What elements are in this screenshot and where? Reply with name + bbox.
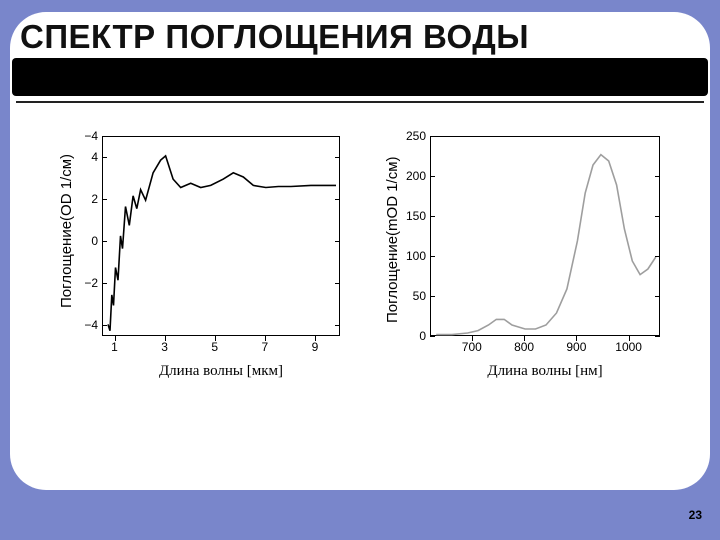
ytick-mark-right	[335, 325, 340, 326]
xtick-label: 5	[201, 340, 229, 354]
ytick-top-odd-label: −4	[70, 129, 98, 143]
xtick-label: 7	[251, 340, 279, 354]
xtick-label: 3	[151, 340, 179, 354]
ytick-mark	[430, 216, 435, 217]
left-chart-curve	[103, 137, 341, 337]
ytick-mark-right	[655, 296, 660, 297]
ytick-label: 0	[398, 329, 426, 343]
xtick-label: 1000	[615, 340, 643, 354]
ytick-mark	[102, 283, 107, 284]
ytick-mark	[102, 241, 107, 242]
ytick-mark-right	[655, 176, 660, 177]
xtick-label: 800	[510, 340, 538, 354]
ytick-mark	[430, 136, 435, 137]
ytick-mark-right	[335, 157, 340, 158]
ytick-mark-right	[655, 216, 660, 217]
xtick-mark	[315, 336, 316, 341]
right-chart: Поглощение(mOD 1/см) Длина волны [нм] 05…	[370, 128, 680, 388]
xtick-label: 1	[101, 340, 129, 354]
ytick-mark	[430, 296, 435, 297]
xtick-label: 9	[301, 340, 329, 354]
ytick-mark-right	[655, 136, 660, 137]
horizontal-rule	[16, 101, 704, 103]
charts-row: Поглощение(OD 1/см) Длина волны [мкм] −4…	[40, 128, 680, 398]
xtick-label: 900	[562, 340, 590, 354]
ytick-label: 0	[70, 234, 98, 248]
right-chart-curve	[431, 137, 661, 337]
left-chart-xlabel: Длина волны [мкм]	[102, 363, 340, 380]
ytick-mark-right	[655, 256, 660, 257]
right-chart-frame	[430, 136, 660, 336]
xtick-mark	[215, 336, 216, 341]
xtick-mark	[472, 336, 473, 341]
ytick-mark-right	[655, 336, 660, 337]
ytick-label: 50	[398, 289, 426, 303]
ytick-mark	[430, 176, 435, 177]
xtick-mark	[524, 336, 525, 341]
xtick-mark	[115, 336, 116, 341]
ytick-label: 200	[398, 169, 426, 183]
xtick-mark	[265, 336, 266, 341]
ytick-mark	[102, 199, 107, 200]
ytick-mark	[102, 325, 107, 326]
title-wrap: СПЕКТР ПОГЛОЩЕНИЯ ВОДЫ	[0, 12, 720, 58]
ytick-mark-right	[335, 241, 340, 242]
left-chart-frame	[102, 136, 340, 336]
title-black-bar	[12, 58, 708, 96]
ytick-mark	[102, 157, 107, 158]
ytick-label: 2	[70, 192, 98, 206]
ytick-mark-right	[335, 199, 340, 200]
ytick-label: 150	[398, 209, 426, 223]
ytick-label: 250	[398, 129, 426, 143]
right-chart-xlabel: Длина волны [нм]	[430, 363, 660, 380]
xtick-mark	[165, 336, 166, 341]
page-number: 23	[689, 508, 702, 522]
xtick-label: 700	[458, 340, 486, 354]
ytick-mark	[430, 336, 435, 337]
ytick-label: 100	[398, 249, 426, 263]
slide-title: СПЕКТР ПОГЛОЩЕНИЯ ВОДЫ	[20, 18, 702, 56]
ytick-label: 4	[70, 150, 98, 164]
ytick-label: −4	[70, 318, 98, 332]
ytick-mark-right	[335, 283, 340, 284]
xtick-mark	[576, 336, 577, 341]
left-chart: Поглощение(OD 1/см) Длина волны [мкм] −4…	[40, 128, 360, 388]
xtick-mark	[629, 336, 630, 341]
ytick-mark	[430, 256, 435, 257]
ytick-label: −2	[70, 276, 98, 290]
